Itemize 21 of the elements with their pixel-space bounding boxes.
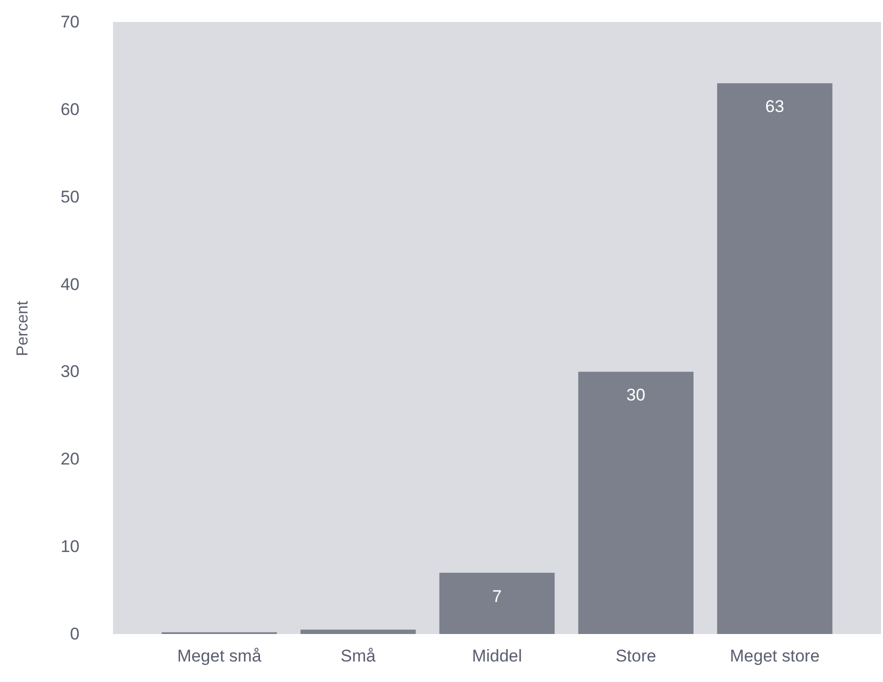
y-tick-label: 40: [60, 274, 80, 294]
y-tick-label: 30: [60, 362, 80, 382]
y-tick-label: 50: [60, 187, 80, 206]
data-label: 30: [626, 386, 646, 405]
bar: [578, 372, 694, 634]
data-label: 7: [492, 586, 502, 606]
x-tick-label: Meget store: [730, 646, 820, 666]
x-tick-label: Meget små: [177, 646, 262, 666]
y-tick-label: 60: [60, 100, 80, 119]
data-label: 63: [765, 97, 784, 116]
x-tick-label: Store: [616, 646, 656, 666]
y-tick-label: 20: [60, 450, 80, 469]
y-tick-label: 0: [70, 624, 80, 644]
y-tick-label: 70: [60, 12, 80, 32]
bar: [717, 83, 832, 634]
y-axis-title: Percent: [14, 300, 32, 356]
bar: [300, 630, 416, 634]
bar: [439, 572, 555, 634]
y-tick-label: 10: [60, 537, 80, 556]
x-tick-label: Små: [340, 646, 376, 666]
x-tick-label: Middel: [472, 646, 522, 666]
